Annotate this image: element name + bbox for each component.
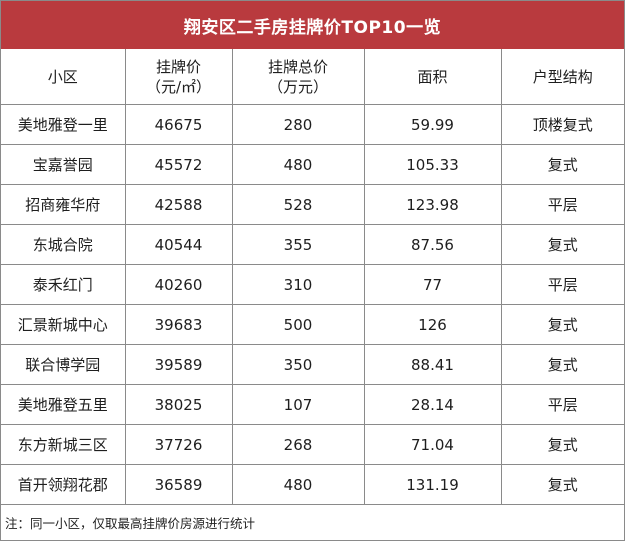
cell-total-price: 268 (231, 424, 365, 465)
cell-layout-type: 复式 (500, 464, 624, 505)
cell-area: 77 (363, 264, 502, 305)
cell-community: 美地雅登一里 (1, 104, 126, 145)
cell-layout-type: 平层 (500, 184, 624, 225)
cell-total-price: 350 (231, 344, 365, 385)
cell-layout-type: 复式 (500, 224, 624, 265)
cell-community: 泰禾红门 (1, 264, 126, 305)
cell-layout-type: 平层 (500, 384, 624, 425)
cell-community: 美地雅登五里 (1, 384, 126, 425)
cell-total-price: 480 (231, 464, 365, 505)
cell-community: 首开领翔花郡 (1, 464, 126, 505)
cell-total-price: 528 (231, 184, 365, 225)
cell-listing-price: 42588 (124, 184, 233, 225)
cell-total-price: 310 (231, 264, 365, 305)
cell-listing-price: 40544 (124, 224, 233, 265)
header-community-label: 小区 (47, 67, 78, 86)
cell-layout-type: 复式 (500, 144, 624, 185)
header-total-price-unit: （万元） (267, 77, 328, 96)
cell-listing-price: 39589 (124, 344, 233, 385)
cell-listing-price: 39683 (124, 304, 233, 345)
cell-listing-price: 37726 (124, 424, 233, 465)
table-row: 东城合院 40544 355 87.56 复式 (1, 224, 624, 265)
table-row: 美地雅登一里 46675 280 59.99 顶楼复式 (1, 104, 624, 145)
cell-area: 131.19 (363, 464, 502, 505)
cell-area: 59.99 (363, 104, 502, 145)
table-row: 汇景新城中心 39683 500 126 复式 (1, 304, 624, 345)
cell-layout-type: 平层 (500, 264, 624, 305)
table-row: 招商雍华府 42588 528 123.98 平层 (1, 184, 624, 225)
cell-layout-type: 顶楼复式 (500, 104, 624, 145)
header-listing-price: 挂牌价 （元/㎡） (124, 49, 233, 105)
table-row: 美地雅登五里 38025 107 28.14 平层 (1, 384, 624, 425)
cell-community: 招商雍华府 (1, 184, 126, 225)
header-area-label: 面积 (417, 67, 448, 86)
cell-area: 105.33 (363, 144, 502, 185)
table-row: 东方新城三区 37726 268 71.04 复式 (1, 424, 624, 465)
header-area: 面积 (363, 49, 502, 105)
cell-community: 宝嘉誉园 (1, 144, 126, 185)
cell-total-price: 355 (231, 224, 365, 265)
cell-layout-type: 复式 (500, 344, 624, 385)
cell-area: 87.56 (363, 224, 502, 265)
table-row: 宝嘉誉园 45572 480 105.33 复式 (1, 144, 624, 185)
header-total-price-label: 挂牌总价 (267, 57, 328, 76)
table-row: 联合博学园 39589 350 88.41 复式 (1, 344, 624, 385)
cell-listing-price: 45572 (124, 144, 233, 185)
cell-total-price: 500 (231, 304, 365, 345)
cell-listing-price: 40260 (124, 264, 233, 305)
cell-listing-price: 46675 (124, 104, 233, 145)
cell-area: 71.04 (363, 424, 502, 465)
cell-community: 东城合院 (1, 224, 126, 265)
cell-area: 88.41 (363, 344, 502, 385)
listing-price-table: 小区 挂牌价 （元/㎡） 挂牌总价 （万元） 面积 户型结构 (1, 49, 624, 505)
cell-total-price: 107 (231, 384, 365, 425)
header-listing-price-label: 挂牌价 (155, 57, 201, 76)
header-community: 小区 (1, 49, 126, 105)
table-row: 首开领翔花郡 36589 480 131.19 复式 (1, 464, 624, 505)
cell-community: 联合博学园 (1, 344, 126, 385)
cell-community: 汇景新城中心 (1, 304, 126, 345)
cell-community: 东方新城三区 (1, 424, 126, 465)
header-layout-type-label: 户型结构 (532, 67, 593, 86)
cell-listing-price: 36589 (124, 464, 233, 505)
cell-area: 123.98 (363, 184, 502, 225)
table-title: 翔安区二手房挂牌价TOP10一览 (1, 1, 624, 49)
cell-area: 28.14 (363, 384, 502, 425)
header-listing-price-unit: （元/㎡） (145, 77, 212, 96)
cell-layout-type: 复式 (500, 304, 624, 345)
table-row: 泰禾红门 40260 310 77 平层 (1, 264, 624, 305)
cell-total-price: 280 (231, 104, 365, 145)
header-total-price: 挂牌总价 （万元） (231, 49, 365, 105)
cell-listing-price: 38025 (124, 384, 233, 425)
header-layout-type: 户型结构 (500, 49, 624, 105)
cell-area: 126 (363, 304, 502, 345)
table-header-row: 小区 挂牌价 （元/㎡） 挂牌总价 （万元） 面积 户型结构 (1, 49, 624, 105)
table-footnote: 注：同一小区，仅取最高挂牌价房源进行统计 (5, 515, 256, 531)
cell-layout-type: 复式 (500, 424, 624, 465)
cell-total-price: 480 (231, 144, 365, 185)
